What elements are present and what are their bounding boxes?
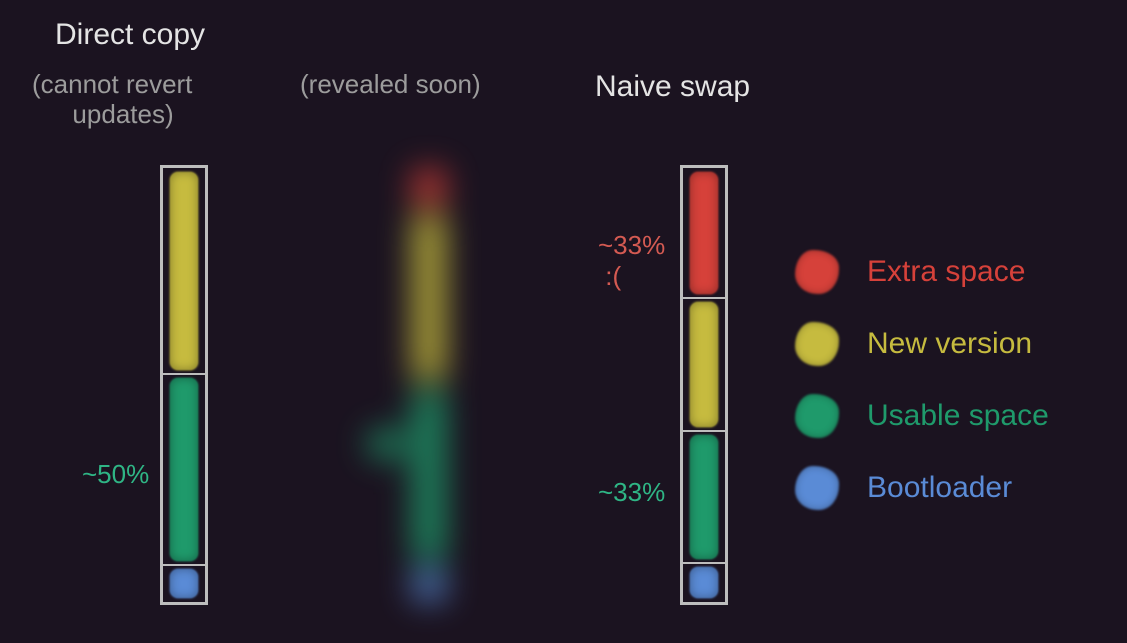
segment-fill-usable_space — [412, 389, 446, 561]
legend-label-bootloader: Bootloader — [867, 471, 1012, 505]
segment-divider — [683, 430, 725, 432]
segment-fill-new_version — [412, 213, 446, 381]
legend-swatch-extra_space — [795, 250, 839, 294]
percentage-label: ~33% :( — [598, 230, 665, 292]
percentage-label: ~33% — [598, 477, 665, 508]
segment-usable_space — [167, 374, 201, 565]
legend-swatch-new_version — [795, 322, 839, 366]
heading-revealed-soon: (revealed soon) — [300, 70, 481, 100]
legend-swatch-usable_space — [795, 394, 839, 438]
segment-bootloader — [687, 563, 721, 602]
percentage-label: ~50% — [82, 459, 149, 490]
legend-label-extra_space: Extra space — [867, 255, 1025, 289]
legend-swatch-bootloader — [795, 466, 839, 510]
heading-naive-swap: Naive swap — [595, 70, 750, 105]
segment-fill-extra_space — [690, 172, 718, 294]
segment-fill-new_version — [170, 172, 198, 370]
segment-fill-bootloader — [412, 569, 446, 601]
segment-fill-extra_space — [412, 169, 446, 205]
segment-fill-bootloader — [170, 569, 198, 598]
memory-bar-direct-copy — [160, 165, 208, 605]
segment-usable_space — [409, 385, 449, 565]
segment-divider — [683, 297, 725, 299]
segment-extra_space — [687, 168, 721, 298]
segment-new_version — [409, 209, 449, 385]
segment-fill-usable_space — [170, 378, 198, 561]
memory-bar-revealed-soon — [405, 165, 453, 605]
segment-bootloader — [167, 565, 201, 602]
blur-side-blob — [367, 429, 407, 459]
segment-new_version — [687, 298, 721, 430]
segment-fill-usable_space — [690, 435, 718, 559]
segment-fill-new_version — [690, 302, 718, 426]
segment-fill-bootloader — [690, 567, 718, 598]
segment-extra_space — [409, 165, 449, 209]
heading-direct-copy: Direct copy — [55, 18, 205, 53]
segment-new_version — [167, 168, 201, 374]
segment-divider — [163, 564, 205, 566]
legend-label-new_version: New version — [867, 327, 1032, 361]
subheading-direct-copy: (cannot revert updates) — [32, 70, 192, 130]
segment-bootloader — [409, 565, 449, 605]
memory-bar-naive-swap — [680, 165, 728, 605]
segment-usable_space — [687, 431, 721, 563]
segment-divider — [163, 373, 205, 375]
legend-label-usable_space: Usable space — [867, 399, 1049, 433]
segment-divider — [683, 562, 725, 564]
